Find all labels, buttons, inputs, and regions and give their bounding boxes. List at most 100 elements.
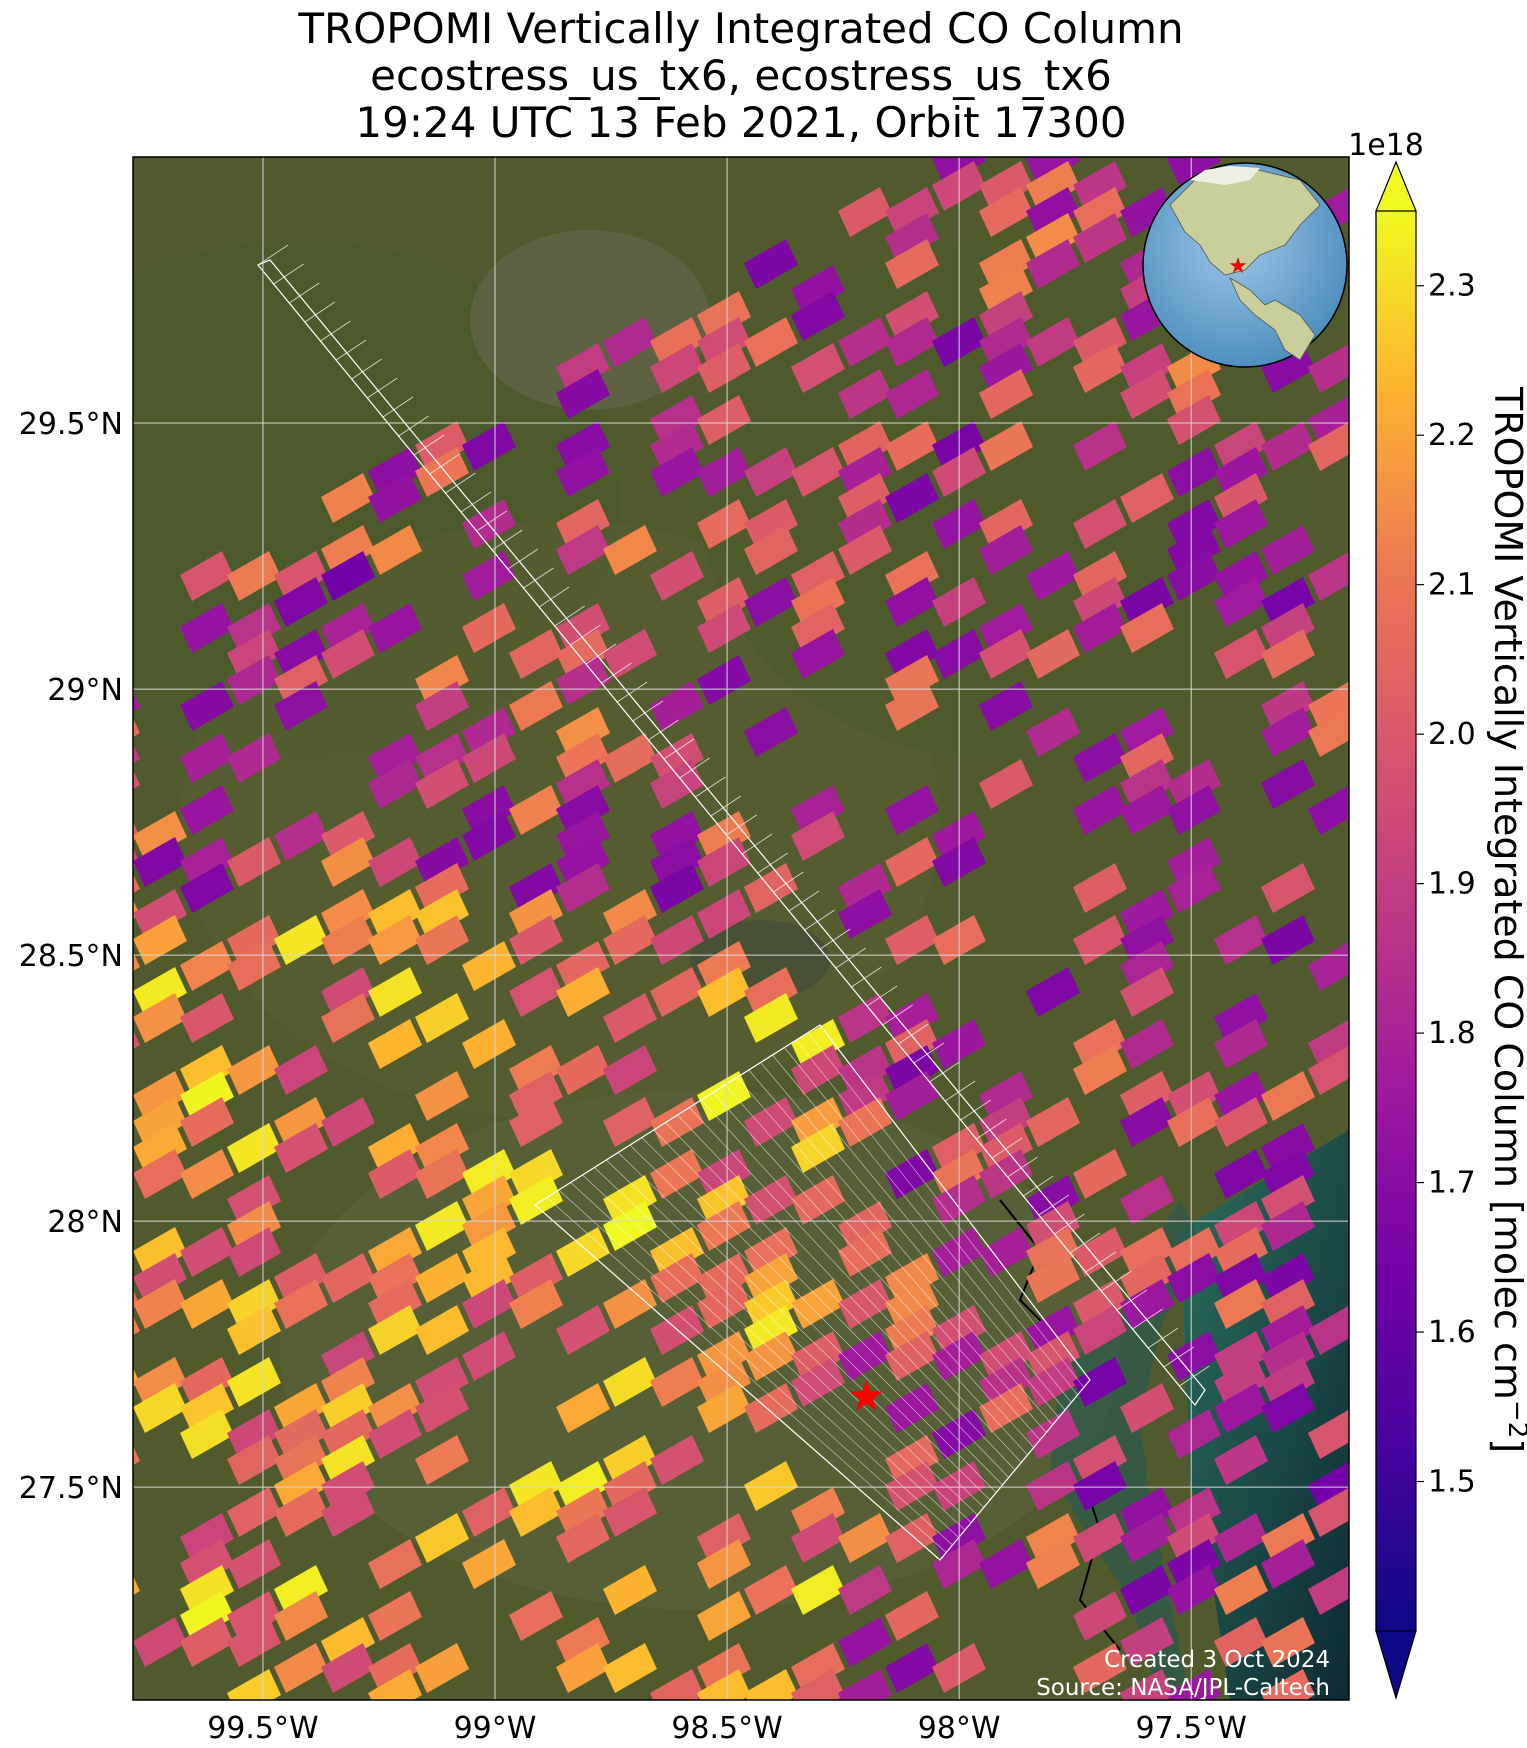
co-pixel: [1214, 1565, 1268, 1615]
co-pixel: [1026, 213, 1080, 263]
co-pixel: [509, 1175, 563, 1225]
footprint-line: [741, 833, 773, 855]
co-pixel: [697, 1201, 751, 1251]
co-pixel: [697, 1279, 751, 1329]
co-pixel: [133, 899, 140, 919]
co-pixel: [650, 1435, 704, 1485]
co-pixel: [885, 681, 939, 731]
footprint-line: [760, 1062, 1059, 1418]
footprint-line: [1085, 1251, 1116, 1273]
co-pixel: [415, 889, 469, 939]
co-pixel: [1355, 83, 1409, 133]
co-pixel: [1026, 1331, 1080, 1381]
co-pixel: [274, 1383, 328, 1433]
footprint-line: [772, 1054, 1066, 1411]
co-pixel: [1308, 1045, 1349, 1095]
co-pixel: [885, 1435, 939, 1485]
co-pixel: [133, 1367, 140, 1387]
co-pixel: [1167, 1071, 1221, 1121]
co-pixel: [321, 1617, 375, 1667]
co-pixel: [1026, 551, 1080, 601]
co-pixel: [556, 759, 610, 809]
co-pixel: [1261, 1669, 1315, 1700]
co-pixel: [1073, 577, 1127, 627]
footprint-line: [538, 586, 570, 608]
co-pixel: [885, 291, 939, 341]
co-pixel: [227, 1227, 281, 1277]
co-pixel: [227, 1591, 281, 1641]
co-pixel: [415, 1253, 469, 1303]
footprint-line: [736, 1077, 1047, 1433]
co-pixel: [838, 993, 892, 1043]
co-pixel: [556, 1383, 610, 1433]
co-pixel: [462, 1227, 516, 1277]
graticule: [133, 157, 1349, 1700]
co-pixel: [979, 759, 1033, 809]
co-pixel: [509, 967, 563, 1017]
co-pixel: [650, 1097, 704, 1147]
co-pixel: [274, 1435, 328, 1485]
co-pixel: [885, 655, 939, 705]
lon-tick-label: 99.5°W: [207, 1711, 318, 1746]
footprint-line: [788, 890, 820, 912]
co-pixel: [180, 993, 234, 1043]
colorbar-scale-label: 1e18: [1348, 128, 1424, 163]
figure-subtitle-site: ecostress_us_tx6, ecostress_us_tx6: [370, 51, 1112, 100]
footprint-line: [991, 1137, 1023, 1159]
co-pixel: [1214, 577, 1268, 627]
co-pixel: [1261, 1357, 1315, 1407]
co-pixel: [885, 1591, 939, 1641]
co-pixel: [697, 317, 751, 367]
co-pixel: [885, 239, 939, 289]
co-pixel: [133, 1575, 140, 1595]
co-pixel: [321, 1357, 375, 1407]
co-pixel: [650, 811, 704, 861]
footprint-line: [1101, 1270, 1132, 1292]
colorbar-ticks: 1.5 1.6 1.7 1.8 1.9 2.0 2.1 2.2 2.3: [1416, 269, 1476, 1500]
co-pixel: [1120, 1227, 1174, 1277]
co-pixel: [650, 551, 704, 601]
co-pixel: [885, 187, 939, 237]
co-pixel: [1214, 551, 1268, 601]
co-pixel: [1073, 785, 1127, 835]
co-pixel: [227, 1617, 281, 1667]
footprint-line: [653, 1129, 1003, 1486]
co-pixel: [274, 655, 328, 705]
co-pixel: [1261, 681, 1315, 731]
co-pixel: [1261, 1305, 1315, 1355]
co-pixel: [1120, 1617, 1174, 1667]
co-pixel: [744, 317, 798, 367]
co-pixel: [697, 1331, 751, 1381]
footprint-line: [606, 1159, 978, 1516]
co-pixel: [979, 1383, 1033, 1433]
co-pixel: [509, 915, 563, 965]
co-pixel: [556, 707, 610, 757]
footprint-line: [616, 681, 648, 703]
latitude-labels: 29.5°N 29°N 28.5°N 28°N 27.5°N: [19, 407, 123, 1506]
co-pixel: [885, 213, 939, 263]
co-pixel: [1120, 967, 1174, 1017]
co-pixel: [180, 1097, 234, 1147]
co-pixel: [1167, 785, 1221, 835]
co-pixel: [462, 811, 516, 861]
footprint-line: [554, 605, 585, 627]
co-pixel: [1308, 1409, 1349, 1459]
co-pixel: [697, 1253, 751, 1303]
co-pixel: [603, 1435, 657, 1485]
co-pixel: [1261, 1513, 1315, 1563]
co-pixel: [697, 1669, 751, 1700]
co-pixel: [509, 1045, 563, 1095]
co-pixel: [556, 863, 610, 913]
co-pixel: [556, 1617, 610, 1667]
map-panel: Created 3 Oct 2024 Source: NASA/JPL-Calt…: [133, 83, 1409, 1700]
co-pixel: [1167, 1097, 1221, 1147]
co-pixel: [415, 1149, 469, 1199]
co-pixel: [697, 811, 751, 861]
co-pixel: [885, 1305, 939, 1355]
co-pixel: [697, 1513, 751, 1563]
co-pixel: [556, 941, 610, 991]
co-pixel: [885, 1643, 939, 1693]
co-pixel: [697, 603, 751, 653]
colorbar-extend-max: [1375, 160, 1417, 212]
co-pixel: [415, 915, 469, 965]
